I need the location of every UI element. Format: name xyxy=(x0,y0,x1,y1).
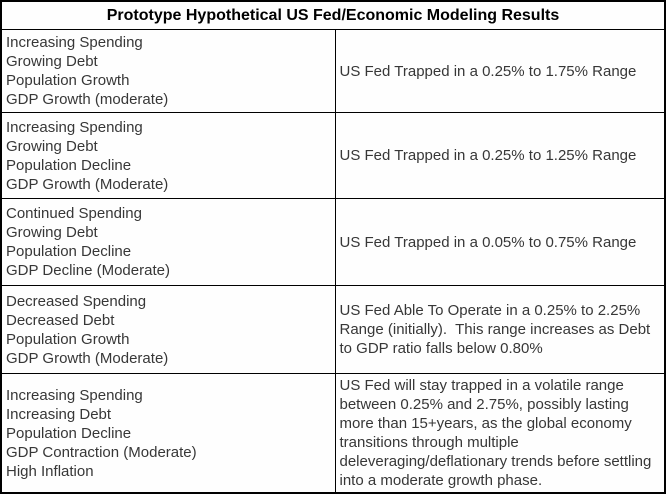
table-row: Decreased Spending Decreased Debt Popula… xyxy=(0,285,666,374)
result-cell: US Fed Trapped in a 0.05% to 0.75% Range xyxy=(334,198,666,286)
table-header-row: Prototype Hypothetical US Fed/Economic M… xyxy=(0,0,666,30)
scenario-cell: Continued Spending Growing Debt Populati… xyxy=(0,198,336,286)
scenario-cell: Increasing Spending Growing Debt Populat… xyxy=(0,29,336,113)
scenario-cell: Decreased Spending Decreased Debt Popula… xyxy=(0,285,336,374)
result-cell: US Fed Trapped in a 0.25% to 1.75% Range xyxy=(334,29,666,113)
result-cell: US Fed will stay trapped in a volatile r… xyxy=(334,373,666,494)
scenario-cell: Increasing Spending Increasing Debt Popu… xyxy=(0,373,336,494)
table-title: Prototype Hypothetical US Fed/Economic M… xyxy=(0,0,666,30)
result-cell: US Fed Able To Operate in a 0.25% to 2.2… xyxy=(334,285,666,374)
table-row: Continued Spending Growing Debt Populati… xyxy=(0,198,666,286)
table-row: Increasing Spending Increasing Debt Popu… xyxy=(0,373,666,494)
scenario-cell: Increasing Spending Growing Debt Populat… xyxy=(0,112,336,199)
table-row: Increasing Spending Growing Debt Populat… xyxy=(0,29,666,113)
table-row: Increasing Spending Growing Debt Populat… xyxy=(0,112,666,199)
result-cell: US Fed Trapped in a 0.25% to 1.25% Range xyxy=(334,112,666,199)
